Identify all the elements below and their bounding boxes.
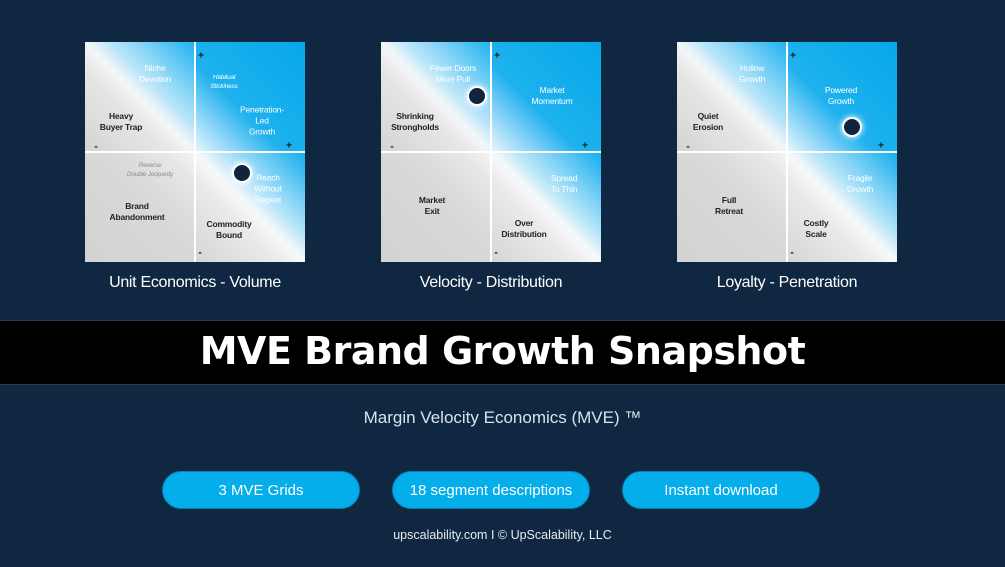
segment-label: Over Distribution bbox=[501, 218, 547, 239]
y-minus-sign: - bbox=[494, 247, 498, 259]
grid-title: Unit Economics - Volume bbox=[109, 274, 281, 291]
quadrant-bottom-left bbox=[677, 153, 786, 262]
y-plus-sign: + bbox=[198, 50, 204, 62]
segment-label: Powered Growth bbox=[824, 85, 858, 106]
grid-loyalty-penetration: Hollow Growth Powered Growth Quiet Erosi… bbox=[677, 42, 897, 262]
grid-title: Loyalty - Penetration bbox=[716, 274, 858, 291]
segment-note: Reverse Double Jeopardy bbox=[126, 162, 174, 178]
quadrant-bottom-right bbox=[492, 153, 601, 262]
y-plus-sign: + bbox=[790, 50, 796, 62]
segment-label: Costly Scale bbox=[803, 218, 829, 239]
grid-title: Velocity - Distribution bbox=[419, 274, 563, 291]
quadrant-bottom-right bbox=[196, 153, 305, 262]
position-marker bbox=[469, 88, 485, 104]
page-title: MVE Brand Growth Snapshot bbox=[199, 329, 806, 373]
segment-label: Spread To Thin bbox=[550, 173, 578, 194]
quadrant-top-right bbox=[196, 42, 305, 151]
quadrant-top-right bbox=[492, 42, 601, 151]
quadrant-bottom-right bbox=[788, 153, 897, 262]
segment-label: Fragile Growth bbox=[846, 173, 874, 194]
x-plus-sign: + bbox=[582, 140, 588, 152]
segment-label: Brand Abandonment bbox=[109, 201, 165, 222]
segment-descriptions-button[interactable]: 18 segment descriptions bbox=[392, 471, 590, 509]
y-plus-sign: + bbox=[494, 50, 500, 62]
y-minus-sign: - bbox=[198, 247, 202, 259]
quadrant-top-left bbox=[85, 42, 194, 151]
segment-label: Quiet Erosion bbox=[692, 111, 724, 132]
subtitle: Margin Velocity Economics (MVE) ™ bbox=[363, 408, 642, 427]
quadrant-bottom-left bbox=[85, 153, 194, 262]
instant-download-button[interactable]: Instant download bbox=[622, 471, 820, 509]
segment-label: Commodity Bound bbox=[206, 219, 252, 240]
x-minus-sign: - bbox=[94, 141, 98, 153]
position-marker bbox=[234, 165, 250, 181]
segment-label: Niche Devotion bbox=[139, 63, 171, 84]
x-plus-sign: + bbox=[286, 140, 292, 152]
x-plus-sign: + bbox=[878, 140, 884, 152]
horizontal-axis bbox=[677, 151, 897, 153]
segment-label: Market Momentum bbox=[531, 85, 573, 106]
title-banner: MVE Brand Growth Snapshot bbox=[0, 320, 1005, 385]
footer-credit: upscalability.com I © UpScalability, LLC bbox=[393, 528, 612, 542]
horizontal-axis bbox=[381, 151, 601, 153]
quadrant-top-left bbox=[677, 42, 786, 151]
segment-label: Heavy Buyer Trap bbox=[99, 111, 143, 132]
segment-label: Full Retreat bbox=[715, 195, 743, 216]
mve-grids-button[interactable]: 3 MVE Grids bbox=[162, 471, 360, 509]
segment-label: Hollow Growth bbox=[738, 63, 766, 84]
position-marker bbox=[844, 119, 860, 135]
segment-label: Shrinking Strongholds bbox=[391, 111, 439, 132]
segment-label: Market Exit bbox=[418, 195, 446, 216]
grid-velocity-distribution: Fewer Doors More Pull Market Momentum Sh… bbox=[381, 42, 601, 262]
segment-label: Penetration-Led Growth bbox=[240, 104, 284, 137]
quadrant-bottom-left bbox=[381, 153, 490, 262]
segment-label: Fewer Doors More Pull bbox=[429, 63, 477, 84]
grid-unit-economics-volume: Niche Devotion Habitual Stickiness Heavy… bbox=[85, 42, 305, 262]
x-minus-sign: - bbox=[686, 141, 690, 153]
segment-label: Reach Without Repeat bbox=[254, 172, 282, 205]
segment-note: Habitual Stickiness bbox=[210, 74, 238, 90]
quadrant-top-right bbox=[788, 42, 897, 151]
horizontal-axis bbox=[85, 151, 305, 153]
x-minus-sign: - bbox=[390, 141, 394, 153]
y-minus-sign: - bbox=[790, 247, 794, 259]
